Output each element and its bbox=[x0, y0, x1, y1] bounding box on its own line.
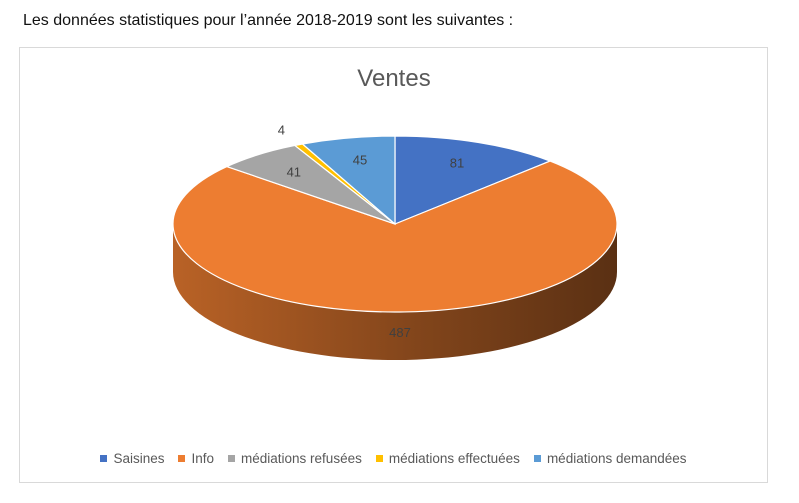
legend-item-médiations-refusées: médiations refusées bbox=[228, 451, 362, 466]
legend-swatch bbox=[178, 454, 186, 462]
pie-slice-Saisines bbox=[394, 135, 552, 225]
data-label-médiations-demandées: 45 bbox=[353, 152, 367, 167]
chart-title: Ventes bbox=[357, 65, 430, 92]
chart-container: Ventes 81 487 41 4 45 Saisines Info médiations… bbox=[19, 47, 768, 483]
legend-swatch bbox=[100, 454, 108, 462]
data-label-médiations-effectuées: 4 bbox=[278, 122, 285, 137]
legend-label: médiations demandées bbox=[546, 451, 687, 466]
legend-label: médiations refusées bbox=[241, 451, 362, 466]
legend-label: médiations effectuées bbox=[388, 451, 520, 466]
legend-swatch bbox=[533, 454, 541, 462]
legend-label: Info bbox=[191, 451, 215, 466]
pie-slice-Info bbox=[172, 160, 618, 313]
data-label-médiations-refusées: 41 bbox=[287, 165, 301, 180]
pie-side-Info bbox=[173, 224, 617, 360]
legend-swatch bbox=[375, 454, 383, 462]
data-label-Saisines: 81 bbox=[450, 156, 464, 171]
chart-legend: Saisines Info médiations refusées médiation… bbox=[20, 451, 767, 466]
legend-item-Saisines: Saisines bbox=[100, 451, 164, 466]
pie-chart: Ventes 81 487 41 4 45 bbox=[172, 65, 618, 360]
legend-label: Saisines bbox=[113, 451, 165, 466]
legend-item-médiations-demandées: médiations demandées bbox=[533, 451, 687, 466]
data-label-Info: 487 bbox=[389, 325, 411, 340]
legend-item-médiations-effectuées: médiations effectuées bbox=[375, 451, 520, 466]
pie-slice-médiations-demandées bbox=[301, 135, 396, 226]
legend-item-Info: Info bbox=[178, 451, 214, 466]
legend-swatch bbox=[228, 454, 236, 462]
intro-text: Les données statistiques pour l’année 20… bbox=[23, 12, 514, 29]
